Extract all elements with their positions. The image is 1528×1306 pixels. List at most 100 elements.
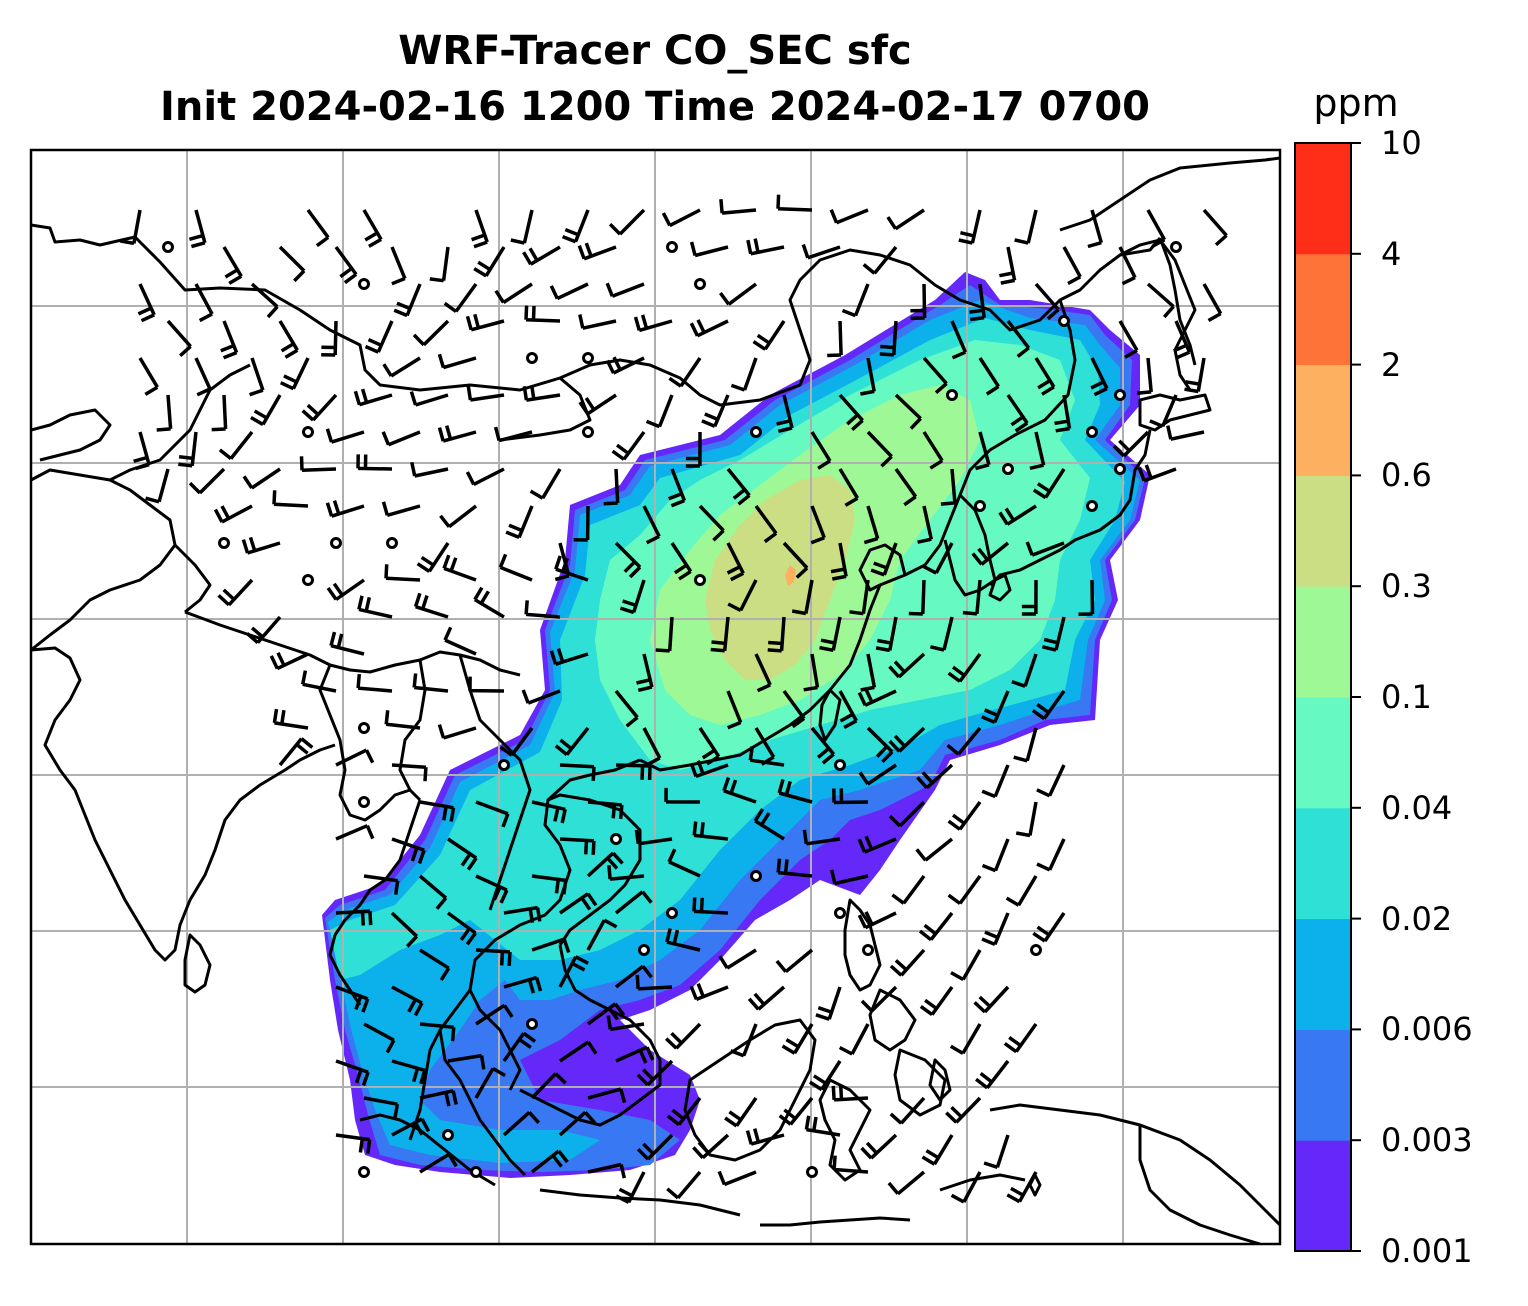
wind-barb bbox=[916, 763, 954, 790]
calm-wind-circle bbox=[358, 722, 370, 734]
wind-barb bbox=[1014, 209, 1038, 245]
wind-barb bbox=[353, 388, 393, 407]
wind-barb bbox=[412, 673, 449, 693]
wind-barb bbox=[615, 1045, 655, 1064]
wind-barb bbox=[667, 848, 701, 878]
wind-barb bbox=[776, 858, 813, 878]
wind-barb bbox=[1005, 875, 1038, 907]
wind-barb bbox=[887, 1170, 926, 1196]
wind-barb bbox=[858, 763, 897, 786]
wind-barb bbox=[999, 246, 1017, 285]
coastline-bohai bbox=[858, 543, 907, 592]
wind-barb bbox=[1006, 1171, 1038, 1204]
wind-barb bbox=[137, 283, 156, 323]
wind-barb bbox=[272, 490, 309, 508]
wind-barb bbox=[335, 748, 375, 767]
colorbar-band-0.001-to-0.003 bbox=[1295, 1140, 1351, 1252]
wind-barb bbox=[754, 504, 778, 544]
coastline-northeast-china bbox=[1158, 237, 1197, 366]
co-band-0.6 bbox=[785, 565, 796, 586]
map-plot-area bbox=[31, 150, 1280, 1244]
wind-barb bbox=[689, 319, 729, 338]
wind-barb bbox=[437, 353, 477, 370]
wind-barb bbox=[587, 800, 624, 820]
wind-barb bbox=[801, 244, 841, 260]
wind-barb bbox=[983, 1134, 1010, 1169]
wind-barb bbox=[326, 578, 366, 601]
calm-wind-circle bbox=[442, 1129, 454, 1141]
wind-barb bbox=[950, 320, 968, 360]
wind-barb bbox=[409, 391, 449, 407]
wind-barb bbox=[605, 356, 645, 375]
wind-barb bbox=[586, 918, 618, 951]
wind-barb bbox=[246, 615, 282, 645]
wind-barb bbox=[559, 1040, 598, 1063]
wind-barb bbox=[335, 1133, 372, 1154]
colorbar-tick-label: 0.1 bbox=[1381, 678, 1432, 716]
wind-barb bbox=[636, 1133, 674, 1161]
wind-barb bbox=[692, 1133, 730, 1160]
wind-barb bbox=[830, 542, 848, 581]
wind-barb bbox=[306, 208, 330, 248]
wind-barb bbox=[615, 763, 652, 781]
wind-barb bbox=[558, 1110, 597, 1137]
wind-barb bbox=[722, 777, 757, 804]
wind-barb bbox=[611, 430, 646, 461]
wind-barb bbox=[510, 209, 534, 245]
coastline-thailand-gulf bbox=[408, 989, 472, 1141]
coastline-mindanao bbox=[893, 1048, 947, 1117]
colorbar-tick-label: 0.3 bbox=[1381, 567, 1432, 606]
wind-barb bbox=[635, 974, 673, 991]
wind-barb bbox=[465, 467, 505, 486]
wind-barb bbox=[384, 710, 421, 730]
wind-barb bbox=[138, 357, 159, 396]
wind-barb bbox=[222, 246, 243, 285]
wind-barb bbox=[975, 431, 991, 471]
calm-wind-circles bbox=[162, 241, 1182, 1178]
wind-barb bbox=[891, 874, 926, 905]
colorbar-band-4-to-10 bbox=[1295, 143, 1351, 255]
wind-barb bbox=[608, 208, 646, 236]
wind-barb bbox=[474, 1066, 506, 1099]
calm-wind-circle bbox=[750, 870, 762, 882]
wind-barb bbox=[614, 964, 653, 989]
wind-barb bbox=[250, 282, 279, 319]
wind-barb bbox=[278, 737, 314, 767]
wind-barb bbox=[279, 357, 310, 391]
wind-barb bbox=[922, 542, 954, 575]
wind-barb bbox=[269, 651, 309, 671]
calm-wind-circle bbox=[330, 537, 342, 549]
wind-barb bbox=[156, 394, 173, 432]
colorbar-unit-label: ppm bbox=[1313, 81, 1399, 125]
wind-barb bbox=[710, 616, 730, 653]
wind-barb bbox=[1011, 653, 1038, 688]
wind-barb bbox=[1006, 319, 1031, 358]
colorbar-band-0.3-to-0.6 bbox=[1295, 475, 1351, 587]
wind-barb bbox=[145, 468, 170, 504]
wind-barb bbox=[419, 1089, 458, 1107]
wind-barb bbox=[241, 536, 281, 555]
wind-barb bbox=[133, 431, 151, 471]
wind-barb bbox=[922, 356, 948, 395]
wind-barb bbox=[782, 689, 806, 729]
wind-barb bbox=[698, 727, 721, 766]
wind-barb bbox=[607, 865, 645, 881]
wind-barb bbox=[664, 787, 701, 804]
calm-wind-circle bbox=[386, 537, 398, 549]
calm-wind-circle bbox=[638, 944, 650, 956]
wind-barb bbox=[443, 626, 477, 656]
wind-barb bbox=[1003, 1022, 1038, 1054]
wind-barb bbox=[804, 1115, 841, 1137]
wind-barb bbox=[419, 800, 456, 822]
wind-barb bbox=[831, 1085, 869, 1102]
wind-barb bbox=[832, 1155, 869, 1174]
wind-barb bbox=[335, 1059, 370, 1086]
wind-barb bbox=[473, 246, 506, 278]
calm-wind-circle bbox=[582, 352, 594, 364]
wind-barb bbox=[815, 986, 842, 1021]
wind-barb bbox=[940, 468, 957, 506]
wind-barb bbox=[503, 905, 542, 923]
wind-barb bbox=[554, 542, 571, 582]
wind-barb bbox=[301, 393, 338, 422]
wind-barb bbox=[661, 208, 701, 228]
